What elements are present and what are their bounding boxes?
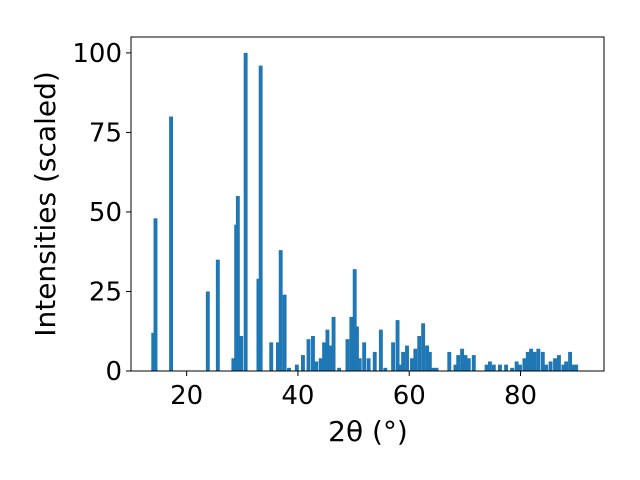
bar [337,367,342,371]
bar [405,345,409,371]
x-tick-label: 20 [170,381,203,411]
bar [235,196,240,371]
bar [395,320,400,371]
bar [553,358,557,371]
bar [514,361,519,371]
bar [314,361,319,371]
y-tick-label: 50 [89,198,122,228]
y-tick-label: 100 [72,39,122,69]
bar [311,336,315,371]
bar [372,351,377,371]
bar [564,361,569,371]
bar [401,351,406,371]
bar [491,364,496,371]
bar [231,358,236,371]
bar [354,326,359,371]
plot-frame [130,36,605,372]
bar [413,348,418,371]
bar [540,351,545,371]
bar [529,348,534,371]
bar [568,351,573,371]
bar [431,367,436,371]
bar [243,52,248,372]
bar [463,355,468,371]
bar [215,259,220,371]
x-axis-label: 2θ (°) [328,415,408,448]
bar [484,364,489,371]
bar [282,294,287,371]
bar [497,364,502,371]
bar [318,358,323,371]
bars-group [151,52,579,372]
y-tick-label: 75 [89,118,122,148]
bar [239,336,244,371]
bar [522,358,527,371]
bar [383,367,388,371]
bar [571,364,576,371]
bar [544,364,549,371]
bar [410,358,414,371]
bar [278,250,283,371]
bar [294,364,299,371]
bar [504,364,509,371]
bar [471,355,476,371]
bar [556,355,561,371]
bar [398,364,403,371]
bar [362,342,367,371]
bar [378,329,383,371]
bar [447,351,452,371]
bar [536,348,541,371]
bar [306,339,311,371]
bar [322,342,327,371]
bar [366,358,371,371]
bar [352,269,357,371]
bar [301,355,305,371]
bar [532,351,537,371]
bar [574,364,579,371]
bar [345,339,350,371]
bar [425,345,429,371]
y-tick-label: 25 [89,277,122,307]
bar [205,291,210,371]
bar [269,342,274,371]
bar [434,367,439,371]
bar [357,358,362,371]
bar [561,364,566,371]
bar [287,367,291,371]
bar [331,316,336,371]
bar [349,316,354,371]
x-tick-label: 80 [504,381,537,411]
bar [518,364,522,371]
bar [466,358,471,371]
bar [151,332,156,371]
bar [417,336,422,371]
y-tick-label: 0 [105,357,122,387]
bar [453,364,458,371]
bar [258,65,263,371]
bar [456,355,461,371]
bar [421,323,426,371]
y-ticks: 0 25 50 75 100 [72,39,131,387]
bar [325,329,330,371]
bar [169,116,174,372]
bar [427,351,432,371]
bar [525,351,530,371]
y-axis-label: Intensities (scaled) [29,71,62,337]
x-tick-label: 60 [393,381,426,411]
bar [391,342,396,371]
bar [328,345,333,371]
bar [256,278,261,371]
bar [548,361,553,371]
x-ticks: 20 40 60 80 [170,371,537,411]
bar [460,348,465,371]
bar [153,218,158,371]
x-tick-label: 40 [281,381,314,411]
bar [275,342,280,371]
bar [510,367,515,371]
bar [487,361,492,371]
